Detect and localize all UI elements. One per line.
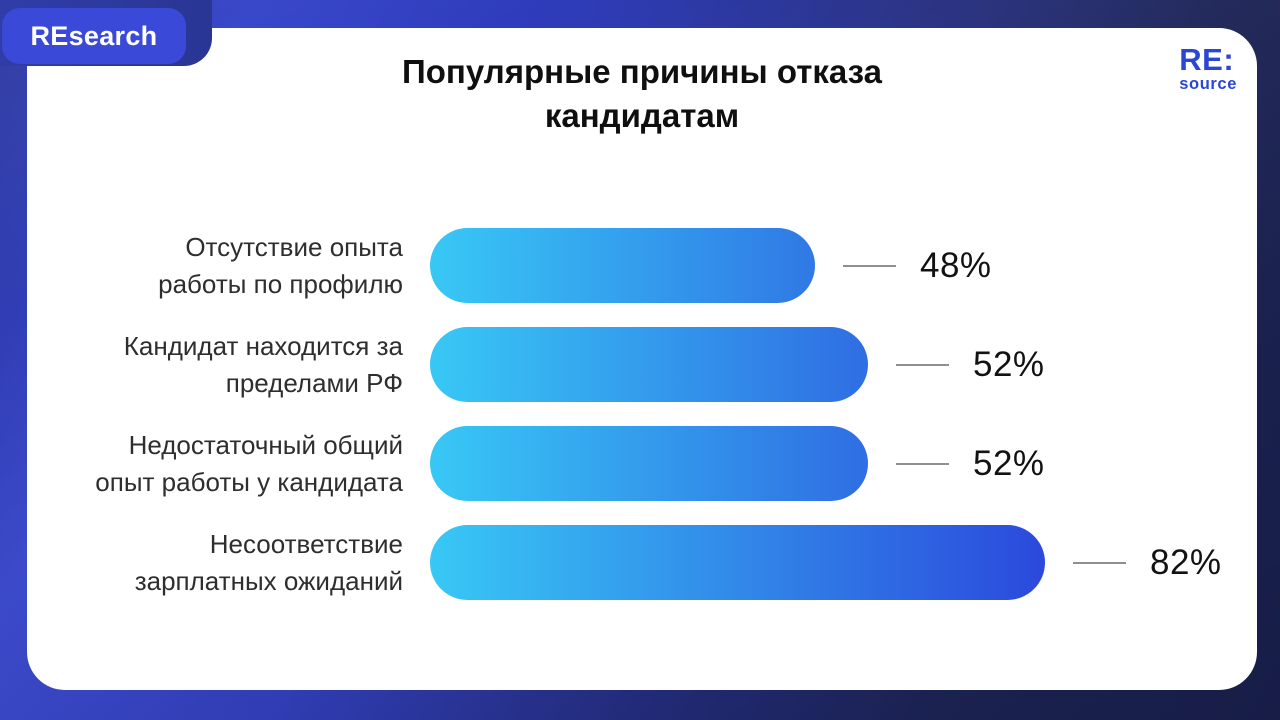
leader-line: [1073, 561, 1126, 564]
value-label: 82%: [1150, 542, 1222, 582]
bar-segment: [430, 327, 868, 402]
research-badge-label: REsearch: [30, 20, 158, 51]
re-source-logo: RE: source: [1179, 44, 1237, 93]
chart-row: Отсутствие опыта работы по профилю 48%: [27, 216, 1257, 315]
category-label: Несоответствие зарплатных ожиданий: [134, 528, 403, 596]
chart-row: Недостаточный общий опыт работы у кандид…: [27, 414, 1257, 513]
bar-segment: [430, 525, 1045, 600]
bar-segment: [430, 426, 868, 501]
leader-line: [896, 363, 949, 366]
research-badge: REsearch: [2, 8, 186, 64]
bar-segment: [430, 228, 815, 303]
value-label: 48%: [920, 245, 992, 285]
leader-line: [843, 264, 896, 267]
category-label: Кандидат находится за пределами РФ: [123, 330, 403, 398]
leader-line: [896, 462, 949, 465]
bar-chart: Отсутствие опыта работы по профилю 48% К…: [27, 216, 1257, 612]
chart-row: Несоответствие зарплатных ожиданий 82%: [27, 513, 1257, 612]
chart-row: Кандидат находится за пределами РФ 52%: [27, 315, 1257, 414]
slide-card: Популярные причины отказа кандидатам RE:…: [27, 28, 1257, 690]
logo-sub-text: source: [1179, 75, 1237, 93]
category-label: Отсутствие опыта работы по профилю: [158, 231, 403, 299]
value-label: 52%: [973, 443, 1045, 483]
value-label: 52%: [973, 344, 1045, 384]
slide-title: Популярные причины отказа кандидатам: [402, 53, 882, 134]
category-label: Недостаточный общий опыт работы у кандид…: [95, 429, 403, 497]
logo-main-text: RE:: [1179, 42, 1235, 77]
